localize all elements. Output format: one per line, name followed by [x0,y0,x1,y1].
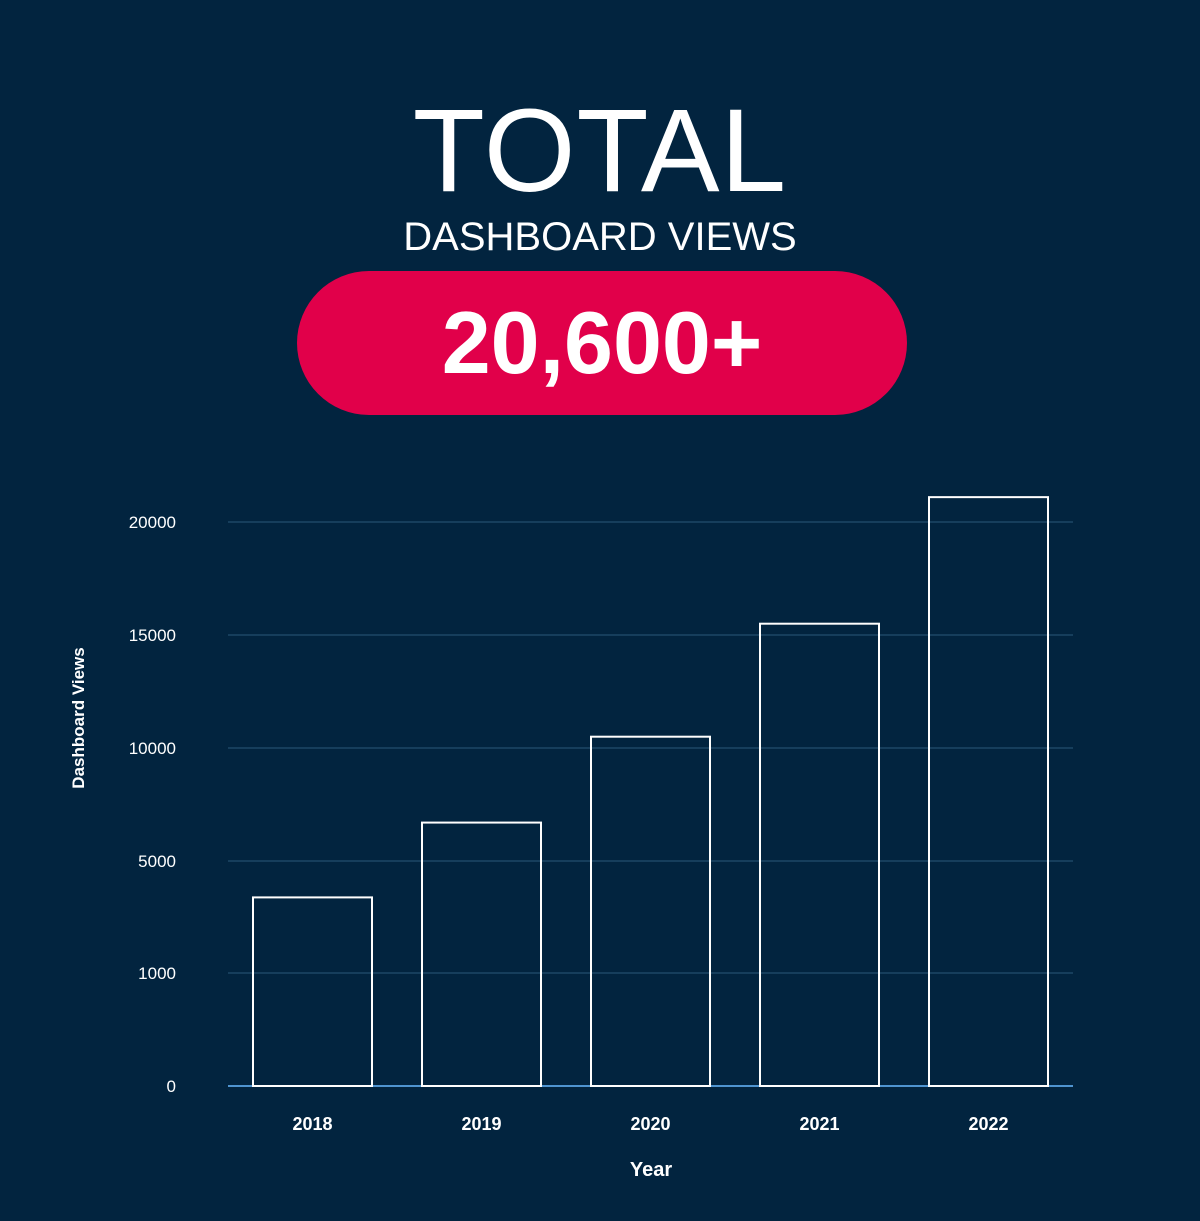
x-tick-label: 2021 [799,1114,839,1134]
x-tick-label: 2022 [968,1114,1008,1134]
y-tick-label: 0 [167,1077,176,1096]
x-axis-title: Year [630,1159,672,1181]
y-tick-label: 20000 [129,513,176,532]
y-tick-label: 15000 [129,626,176,645]
bar-2021 [759,622,880,1087]
x-tick-label: 2019 [461,1114,501,1134]
total-views-value: 20,600+ [441,293,763,392]
page-subtitle: DASHBOARD VIEWS [403,215,797,259]
tick-labels: 0 1000 5000 10000 15000 20000 2018 2019 2020 2021… [129,513,1009,1134]
bars [252,496,1049,1088]
bar-2018 [252,896,373,1088]
total-views-badge: 20,600+ [297,271,907,415]
y-axis-title: Dashboard Views [69,647,88,788]
y-tick-label: 10000 [129,739,176,758]
bar-2019 [421,821,542,1088]
y-tick-label: 5000 [138,852,176,871]
gridlines [228,521,1073,1087]
y-tick-label: 1000 [138,964,176,983]
page-title: TOTAL [412,85,788,217]
bar-2020 [590,735,711,1087]
x-tick-label: 2020 [630,1114,670,1134]
x-tick-label: 2018 [292,1114,332,1134]
bar-2022 [928,496,1049,1087]
